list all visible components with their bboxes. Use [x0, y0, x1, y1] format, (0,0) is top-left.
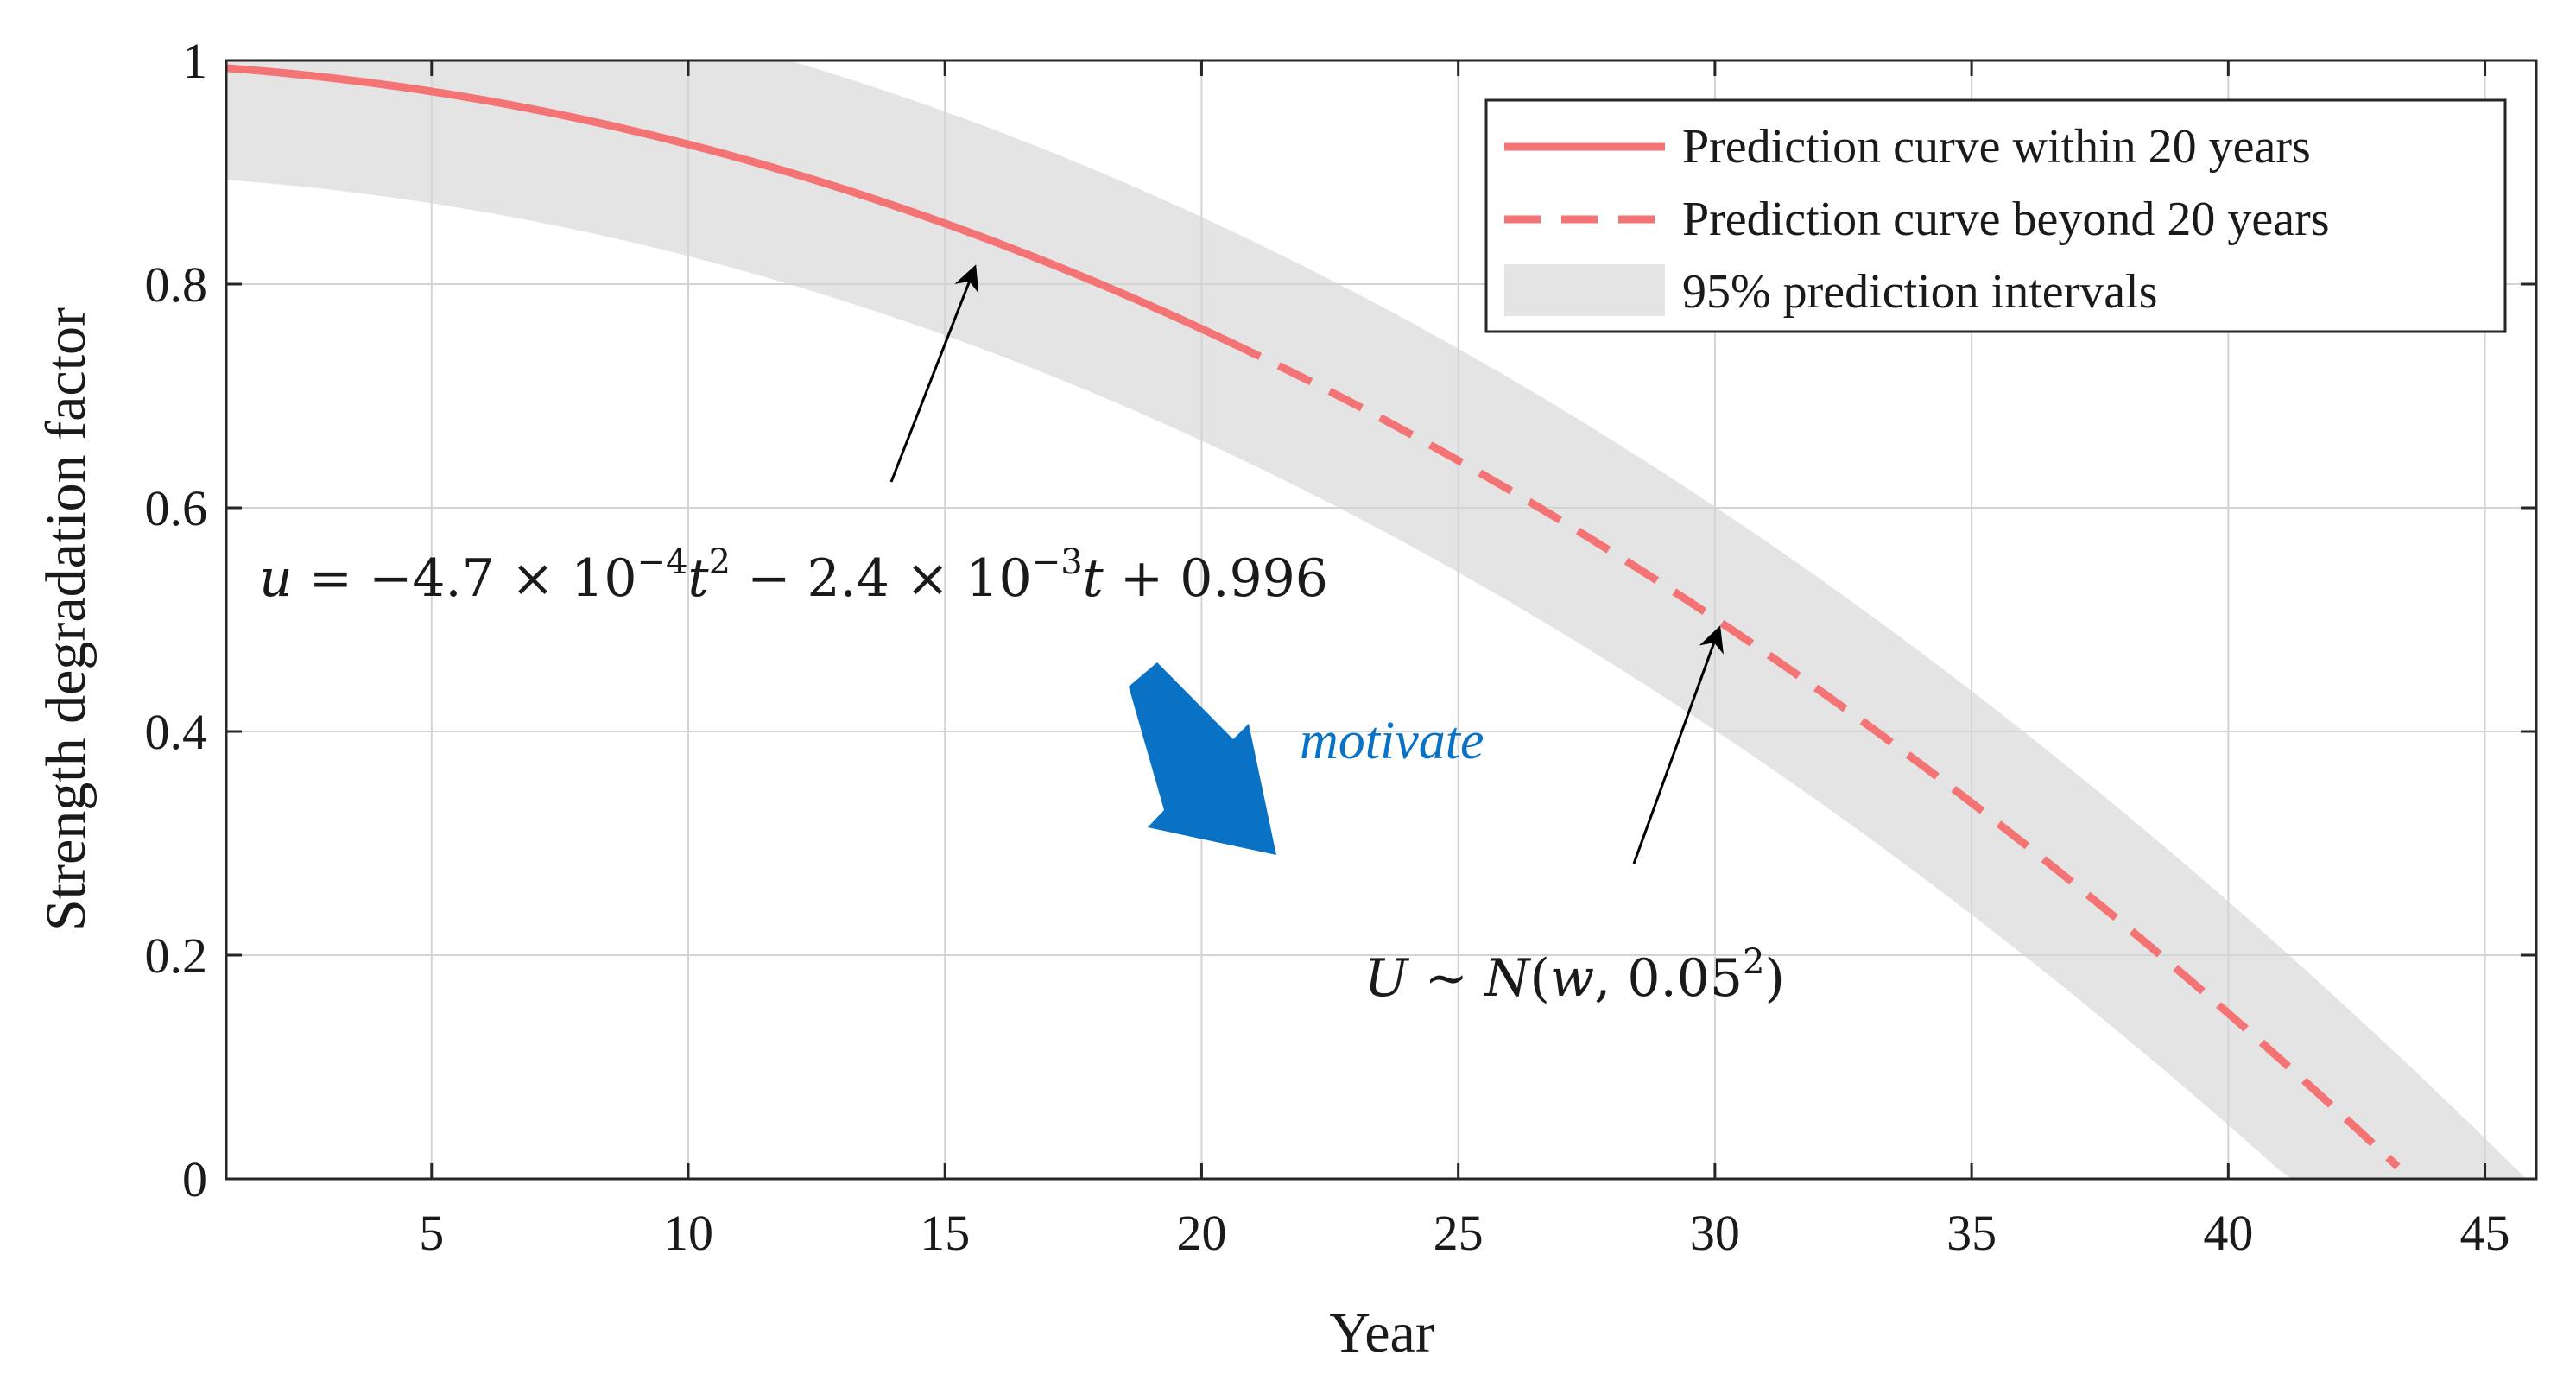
legend-label-within: Prediction curve within 20 years: [1682, 120, 2311, 174]
equation-u-exp1: −4: [637, 542, 688, 582]
series-beyond-20-years: [1225, 337, 2401, 1170]
x-tick-label: 10: [663, 1205, 713, 1261]
equation-u-arrow: [889, 264, 979, 483]
legend-label-band: 95% prediction intervals: [1682, 265, 2158, 319]
equation-U-arrow: [1632, 625, 1724, 864]
equation-u-sq: 2: [709, 542, 731, 582]
x-axis-title: Year: [1329, 1301, 1434, 1365]
y-tick-label: 1: [182, 33, 207, 89]
plot-frame: [225, 59, 2538, 1181]
legend-label-beyond: Prediction curve beyond 20 years: [1682, 193, 2330, 246]
x-tick-label: 30: [1690, 1205, 1740, 1261]
equation-U-sd: , 0.05: [1594, 948, 1743, 1009]
equation-U-close: ): [1764, 948, 1784, 1009]
y-tick-label: 0: [182, 1151, 207, 1207]
equation-u-t2: t: [1083, 548, 1104, 609]
legend: Prediction curve within 20 years Predict…: [1484, 98, 2507, 333]
x-tick-label: 25: [1434, 1205, 1484, 1261]
equation-U-var: U: [1364, 948, 1410, 1009]
equation-U-sq: 2: [1743, 942, 1764, 982]
x-tick-label: 5: [419, 1205, 444, 1261]
equation-u-t1: t: [688, 548, 710, 609]
series-within-20-years: [226, 64, 1230, 345]
equation-u-var: u: [259, 548, 293, 609]
equation-u-coef1: = −4.7 × 10: [293, 548, 637, 609]
equation-u: u = −4.7 × 10−4t2 − 2.4 × 10−3t + 0.996: [259, 542, 1328, 609]
equation-u-coef2: − 2.4 × 10: [731, 548, 1032, 609]
x-tick-label: 40: [2203, 1205, 2253, 1261]
equation-U-open: (: [1530, 948, 1550, 1009]
x-tick-label: 20: [1176, 1205, 1226, 1261]
motivate-label: motivate: [1300, 712, 1484, 770]
x-tick-label: 15: [920, 1205, 970, 1261]
equation-U-w: w: [1550, 948, 1594, 1009]
x-tick-label: 45: [2460, 1205, 2510, 1261]
x-tick-label: 35: [1946, 1205, 1997, 1261]
y-tick-label: 0.8: [145, 256, 208, 313]
y-tick-label: 0.4: [145, 704, 208, 760]
band-layer: [226, 60, 2536, 1179]
equation-u-const: + 0.996: [1104, 548, 1328, 609]
y-tick-label: 0.2: [145, 928, 208, 984]
equation-U-sim: ∼: [1408, 948, 1484, 1009]
equation-U: U ∼ N(w, 0.052): [1364, 942, 1785, 1009]
equation-u-exp2: −3: [1032, 542, 1083, 582]
y-tick-label: 0.6: [145, 480, 208, 536]
equation-U-normal: N: [1483, 948, 1532, 1009]
legend-swatch-band: [1504, 264, 1665, 316]
y-axis-title: Strength degradation factor: [35, 307, 98, 931]
motivate-arrow-icon: [1129, 662, 1276, 855]
prediction-band: [226, 60, 2536, 1179]
tick-layer: 5 10 15 20 25 30 35 40 45 0 0.2 0.4 0.6 0.8 1: [145, 33, 2536, 1261]
series-layer: [226, 64, 2401, 1170]
